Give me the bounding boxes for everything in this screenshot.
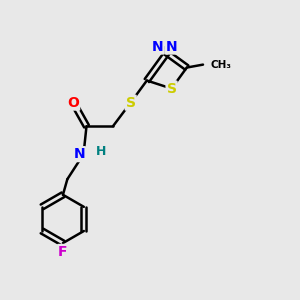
Text: S: S [167, 82, 176, 96]
Text: S: S [126, 96, 136, 110]
Text: CH₃: CH₃ [210, 60, 231, 70]
Text: N: N [166, 40, 177, 54]
Text: H: H [96, 145, 106, 158]
Text: O: O [67, 96, 79, 110]
Text: N: N [152, 40, 164, 54]
Text: F: F [58, 245, 68, 259]
Text: N: N [73, 147, 85, 161]
